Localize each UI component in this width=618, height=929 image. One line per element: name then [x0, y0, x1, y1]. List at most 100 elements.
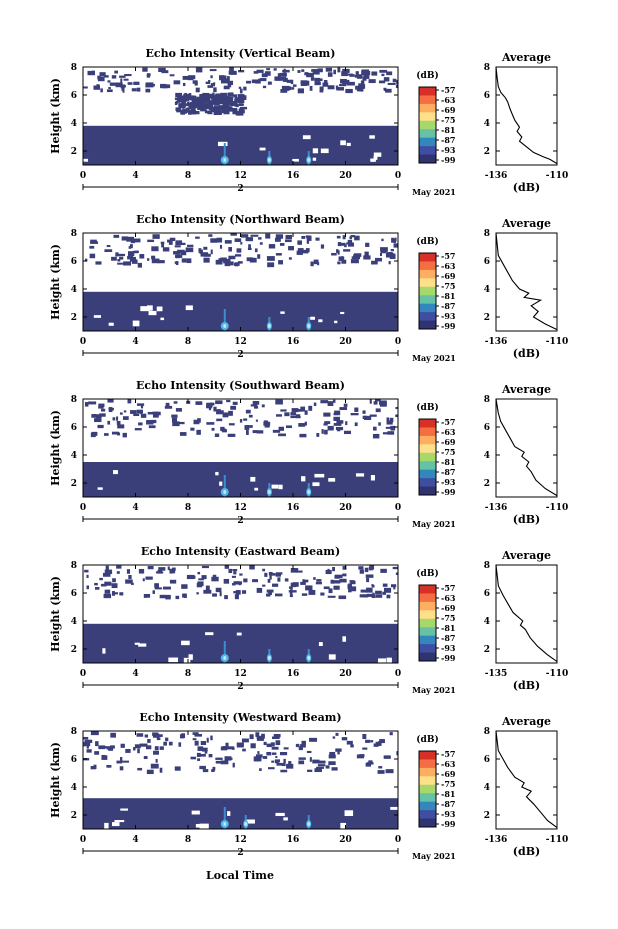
colorbar-tick-label: -63	[441, 759, 456, 769]
echo-patch	[156, 734, 163, 737]
echo-patch	[126, 236, 135, 242]
echo-patch	[212, 766, 216, 771]
average-y-tick-label: 8	[484, 63, 490, 73]
colorbar-tick-label: -99	[441, 155, 456, 165]
echo-gap	[254, 487, 259, 491]
colorbar-segment	[419, 146, 436, 156]
echo-patch	[166, 84, 171, 89]
echo-patch	[136, 87, 141, 92]
echo-patch	[110, 732, 116, 738]
echo-patch	[159, 746, 164, 750]
echo-patch	[227, 80, 234, 86]
echo-patch	[192, 100, 197, 105]
echo-patch	[179, 432, 187, 436]
x-tick-label: 4	[132, 171, 138, 181]
x-tick-label: 4	[132, 669, 138, 679]
echo-patch	[241, 738, 249, 743]
echo-patch	[208, 407, 212, 411]
echo-patch	[100, 583, 107, 587]
echo-gap	[320, 148, 329, 154]
colorbar-tick-label: -63	[441, 95, 456, 105]
echo-patch	[189, 111, 192, 115]
average-x-label: (dB)	[513, 347, 540, 360]
echo-patch	[200, 741, 207, 746]
echo-patch	[219, 75, 227, 81]
colorbar-segment	[419, 427, 436, 437]
echo-patch	[277, 73, 281, 78]
echo-gap	[328, 654, 336, 660]
panel-1: Echo Intensity (Vertical Beam) 2 4 6 8 Height…	[49, 47, 568, 197]
echo-patch	[167, 239, 171, 243]
echo-patch	[325, 67, 333, 72]
echo-gap	[113, 470, 118, 475]
echo-patch	[327, 568, 330, 572]
echo-patch	[145, 83, 151, 88]
echo-patch	[282, 69, 290, 73]
echo-patch	[125, 579, 133, 584]
average-y-tick-label: 6	[484, 257, 490, 267]
echo-patch	[86, 585, 90, 590]
y-tick-label: 2	[71, 811, 77, 821]
echo-patch	[341, 737, 348, 741]
echo-patch	[375, 408, 381, 413]
echo-patch	[275, 414, 282, 417]
echo-patch	[230, 233, 237, 236]
x-tick-label: 8	[185, 669, 191, 679]
average-x-label: (dB)	[513, 679, 540, 692]
echo-patch	[90, 239, 97, 243]
echo-patch	[120, 84, 125, 89]
panels-group: Echo Intensity (Vertical Beam) 2 4 6 8 Height…	[49, 47, 568, 861]
echo-patch	[97, 424, 104, 429]
echo-patch	[271, 760, 275, 763]
average-y-tick-label: 2	[484, 313, 490, 323]
echo-patch	[111, 256, 117, 261]
echo-patch	[255, 754, 263, 758]
echo-patch	[116, 421, 121, 425]
echo-patch	[345, 88, 353, 94]
echo-patch	[305, 585, 313, 591]
echo-patch	[308, 405, 313, 411]
echo-gap	[250, 476, 256, 482]
x-tick-label: 0	[395, 171, 401, 181]
echo-patch	[269, 574, 272, 580]
echo-patch	[220, 93, 223, 99]
echo-patch	[366, 593, 374, 597]
echo-patch	[147, 565, 154, 570]
echo-patch	[216, 99, 219, 105]
echo-patch	[194, 103, 202, 106]
echo-gap	[373, 155, 378, 160]
enhanced-echo-column	[223, 807, 226, 829]
echo-patch	[104, 746, 112, 749]
echo-gap	[283, 817, 288, 821]
echo-patch	[278, 426, 285, 431]
echo-patch	[175, 595, 180, 600]
echo-layer	[83, 623, 398, 663]
echo-patch	[211, 100, 214, 103]
echo-patch	[295, 416, 301, 419]
echo-patch	[128, 574, 132, 580]
echo-patch	[213, 82, 216, 85]
echo-patch	[389, 417, 394, 423]
echo-patch	[379, 69, 388, 73]
echo-patch	[206, 405, 213, 409]
x-tick-label: 0	[395, 503, 401, 513]
echo-patch	[254, 405, 259, 409]
echo-patch	[214, 433, 220, 437]
echo-patch	[206, 402, 213, 407]
echo-patch	[134, 238, 141, 243]
colorbar-segment	[419, 419, 436, 428]
echo-patch	[334, 410, 341, 416]
echo-gap	[310, 316, 316, 320]
echo-patch	[116, 565, 122, 569]
echo-patch	[235, 100, 244, 103]
enhanced-echo-peak	[223, 324, 227, 328]
echo-patch	[152, 590, 155, 594]
echo-patch	[113, 234, 120, 238]
echo-patch	[392, 78, 397, 83]
echo-patch	[118, 253, 125, 257]
echo-patch	[132, 250, 138, 254]
echo-patch	[385, 769, 394, 774]
echo-patch	[265, 233, 271, 239]
echo-patch	[100, 408, 106, 412]
echo-patch	[321, 429, 324, 434]
